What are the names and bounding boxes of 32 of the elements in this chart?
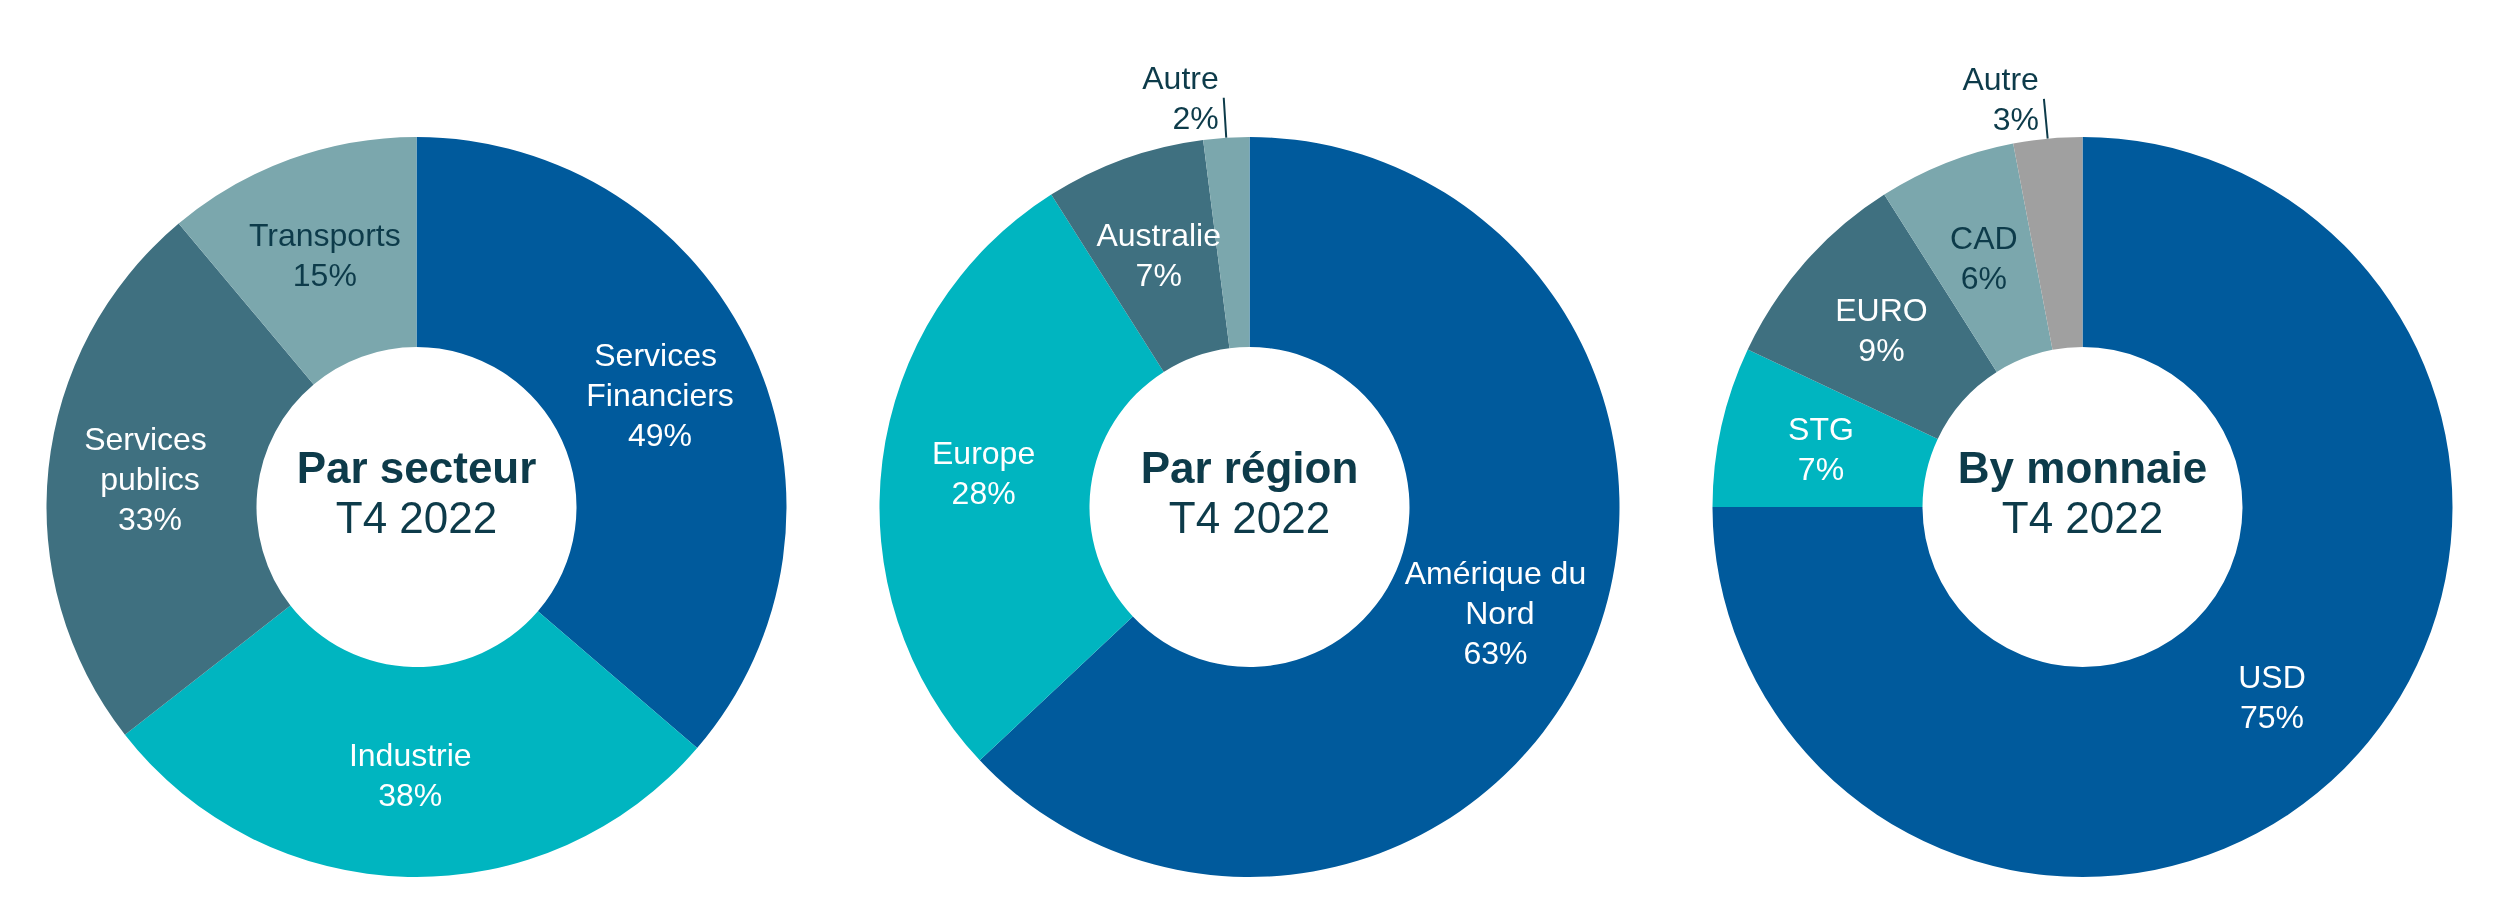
data-label: 49% [628,417,693,454]
slice-label: Transports [248,217,401,254]
slice-label: Australie [1096,216,1221,253]
slice-label: STG [1788,410,1854,447]
slice-label: CAD [1950,219,2018,256]
slice-label: EURO [1835,291,1928,328]
data-label: 2% [1172,99,1219,136]
data-label: 28% [951,475,1016,512]
data-label: 33% [117,500,182,537]
data-label: 75% [2239,698,2305,735]
data-label: 7% [1797,450,1845,487]
data-label: 63% [1463,635,1528,672]
data-label: 7% [1135,256,1182,293]
slice-label: Autre [1962,60,2039,97]
slice-label: Services publics [84,420,216,497]
text: Par secteur [296,442,537,492]
data-label: 6% [1960,259,2007,296]
data-label: 3% [1992,100,2039,137]
text: By monnaie [1957,442,2208,492]
text: T4 2022 [1168,492,1331,542]
slice-label: USD [2238,658,2306,695]
text: T4 2022 [2001,492,2164,542]
slice-label: Europe [932,435,1036,472]
data-label: 9% [1858,331,1905,368]
data-label: 38% [378,776,443,813]
data-label: 15% [292,257,357,294]
slice-label: Amérique du Nord [1404,555,1587,632]
slice-label: Services Financiers [586,337,734,414]
slice-label: Autre [1142,59,1219,96]
slice-label: Industrie [348,736,472,773]
text: T4 2022 [335,492,498,542]
text: Par région [1140,442,1359,492]
